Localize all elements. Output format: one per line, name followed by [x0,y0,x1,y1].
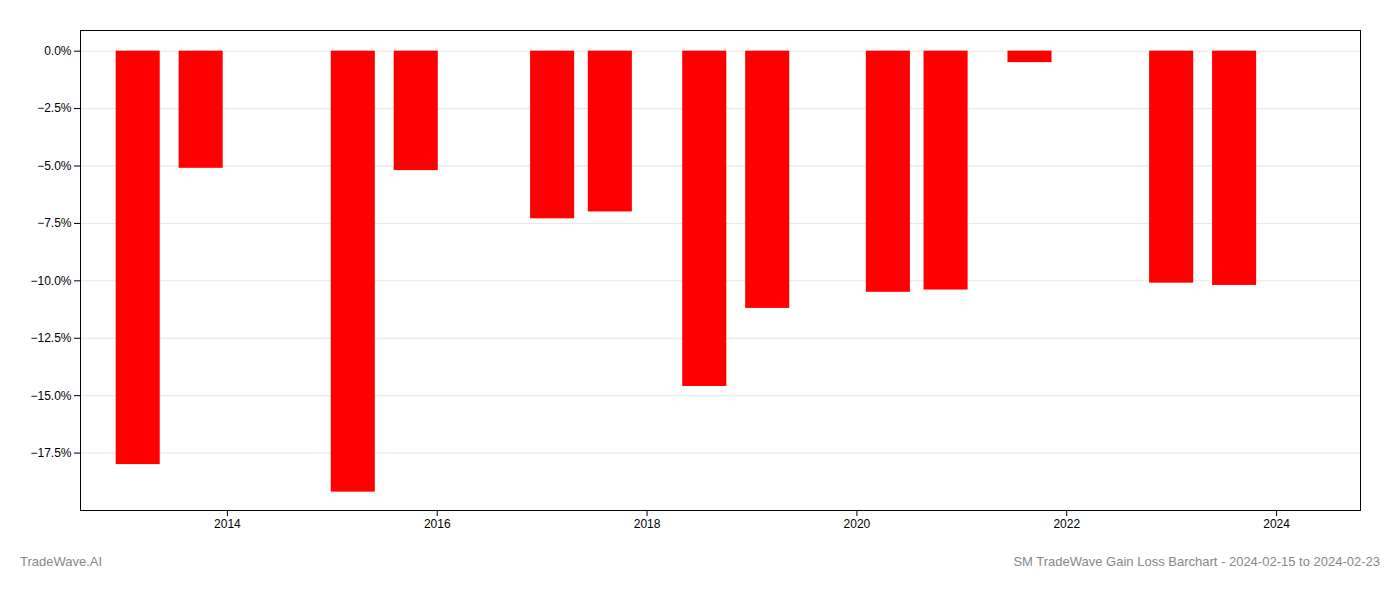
svg-text:0.0%: 0.0% [44,44,72,58]
svg-text:−15.0%: −15.0% [30,389,71,403]
svg-text:−7.5%: −7.5% [37,216,72,230]
svg-text:2014: 2014 [214,517,241,531]
svg-text:−17.5%: −17.5% [30,446,71,460]
svg-text:2022: 2022 [1053,517,1080,531]
html-text:TradeWave.AI: TradeWave.AI [20,554,103,569]
html-text:SM TradeWave Gain Loss Barchar: SM TradeWave Gain Loss Barchart - 2024-0… [1013,554,1380,569]
svg-text:2020: 2020 [844,517,871,531]
svg-text:2018: 2018 [634,517,661,531]
svg-text:2016: 2016 [424,517,451,531]
svg-text:−2.5%: −2.5% [37,101,72,115]
svg-text:2024: 2024 [1263,517,1290,531]
svg-text:−5.0%: −5.0% [37,159,72,173]
svg-text:−12.5%: −12.5% [30,331,71,345]
svg-text:−10.0%: −10.0% [30,274,71,288]
